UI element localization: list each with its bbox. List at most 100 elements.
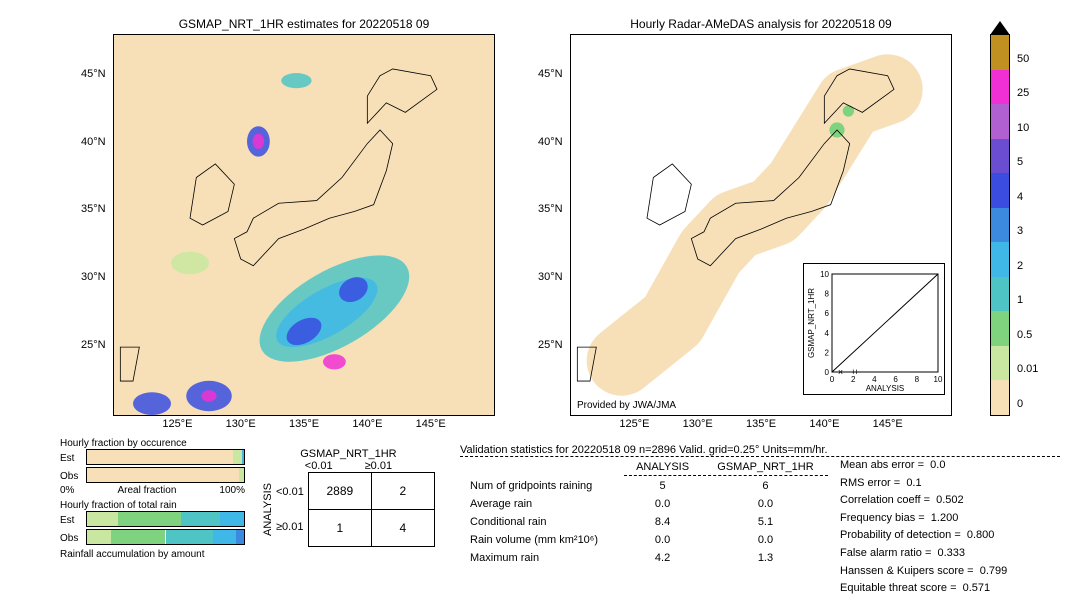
val-b: 0.0	[703, 496, 828, 512]
axis-100pct: 100%	[219, 485, 245, 496]
cont-row-0: <0.01	[276, 486, 304, 498]
val-col-a: ANALYSIS	[624, 459, 701, 476]
score-row: Probability of detection = 0.800	[840, 527, 1060, 545]
lon-tick: 145°E	[416, 418, 446, 430]
contingency-block: GSMAP_NRT_1HR <0.01 ≥0.01 ANALYSIS <0.01…	[262, 448, 435, 547]
lon-tick: 130°E	[683, 418, 713, 430]
val-b: 0.0	[703, 532, 828, 548]
lon-tick: 125°E	[162, 418, 192, 430]
lat-tick: 30°N	[81, 271, 106, 283]
svg-text:+: +	[854, 367, 859, 377]
val-a: 0.0	[624, 496, 701, 512]
attribution-label: Provided by JWA/JMA	[577, 400, 676, 411]
validation-title: Validation statistics for 20220518 09 n=…	[460, 444, 1060, 457]
val-a: 8.4	[624, 514, 701, 530]
lat-tick: 35°N	[81, 203, 106, 215]
svg-text:4: 4	[872, 375, 877, 384]
svg-text:ANALYSIS: ANALYSIS	[866, 384, 905, 393]
lon-tick: 140°E	[809, 418, 839, 430]
colorbar-label: 0.01	[1017, 363, 1038, 375]
cont-row-1: ≥0.01	[276, 521, 304, 533]
gsmap-map-panel: GSMAP_NRT_1HR estimates for 20220518 09	[113, 34, 495, 416]
val-label: Rain volume (mm km²10⁶)	[462, 532, 622, 548]
colorbar-label: 50	[1017, 53, 1029, 65]
val-col-b: GSMAP_NRT_1HR	[703, 459, 828, 476]
contingency-col-header: GSMAP_NRT_1HR	[262, 448, 435, 460]
svg-text:8: 8	[825, 290, 830, 299]
colorbar-label: 2	[1017, 260, 1023, 272]
cont-cell-00: 2889	[308, 473, 371, 510]
cont-cell-10: 1	[308, 510, 371, 547]
lon-tick: 130°E	[226, 418, 256, 430]
svg-text:4: 4	[825, 329, 830, 338]
occ-title: Hourly fraction by occurence	[60, 438, 245, 449]
fraction-bars-block: Hourly fraction by occurence Est Obs 0% …	[60, 438, 245, 560]
val-b: 1.3	[703, 550, 828, 566]
colorbar-label: 4	[1017, 191, 1023, 203]
colorbar-label: 10	[1017, 122, 1029, 134]
lat-tick: 30°N	[538, 271, 563, 283]
cont-col-0: <0.01	[305, 460, 333, 472]
lat-tick: 25°N	[81, 339, 106, 351]
est-label-1: Est	[60, 453, 82, 464]
svg-text:6: 6	[825, 309, 830, 318]
val-a: 0.0	[624, 532, 701, 548]
lon-tick: 145°E	[873, 418, 903, 430]
rain-title: Hourly fraction of total rain	[60, 500, 245, 511]
lat-tick: 40°N	[538, 136, 563, 148]
acc-title: Rainfall accumulation by amount	[60, 549, 245, 560]
colorbar-label: 0	[1017, 398, 1023, 410]
rain-est-bar	[86, 511, 245, 527]
gsmap-map-svg	[114, 35, 494, 415]
svg-text:0: 0	[825, 368, 830, 377]
svg-text:GSMAP_NRT_1HR: GSMAP_NRT_1HR	[807, 288, 816, 358]
lat-tick: 45°N	[81, 68, 106, 80]
svg-text:8: 8	[915, 375, 920, 384]
lon-tick: 125°E	[619, 418, 649, 430]
colorbar: 00.010.512345102550	[990, 34, 1010, 416]
est-label-2: Est	[60, 515, 82, 526]
val-label: Average rain	[462, 496, 622, 512]
lat-tick: 25°N	[538, 339, 563, 351]
scatter-inset: 00224466881010×++ANALYSISGSMAP_NRT_1HR	[803, 263, 945, 395]
val-a: 5	[624, 478, 701, 494]
obs-label-2: Obs	[60, 533, 82, 544]
validation-table: ANALYSIS GSMAP_NRT_1HR Num of gridpoints…	[460, 457, 830, 568]
colorbar-label: 0.5	[1017, 329, 1032, 341]
lat-tick: 40°N	[81, 136, 106, 148]
cont-cell-01: 2	[371, 473, 434, 510]
score-row: Equitable threat score = 0.571	[840, 580, 1060, 598]
colorbar-label: 1	[1017, 294, 1023, 306]
cont-cell-11: 4	[371, 510, 434, 547]
lon-tick: 140°E	[352, 418, 382, 430]
colorbar-overflow-icon	[990, 21, 1010, 35]
radar-map-title: Hourly Radar-AMeDAS analysis for 2022051…	[571, 17, 951, 31]
colorbar-label: 25	[1017, 87, 1029, 99]
gsmap-map-title: GSMAP_NRT_1HR estimates for 20220518 09	[114, 17, 494, 31]
lon-tick: 135°E	[746, 418, 776, 430]
cont-col-1: ≥0.01	[365, 460, 392, 472]
scatter-inset-svg: 00224466881010×++ANALYSISGSMAP_NRT_1HR	[804, 264, 944, 394]
colorbar-label: 3	[1017, 225, 1023, 237]
lon-tick: 135°E	[289, 418, 319, 430]
score-row: False alarm ratio = 0.333	[840, 545, 1060, 563]
obs-label-1: Obs	[60, 471, 82, 482]
svg-text:6: 6	[893, 375, 898, 384]
svg-text:10: 10	[934, 375, 943, 384]
val-a: 4.2	[624, 550, 701, 566]
occ-obs-bar	[86, 467, 245, 483]
axis-0pct: 0%	[60, 485, 74, 496]
axis-mid: Areal fraction	[117, 485, 176, 496]
svg-text:×: ×	[838, 367, 843, 377]
rain-obs-bar	[86, 529, 245, 545]
lat-tick: 35°N	[538, 203, 563, 215]
validation-block: Validation statistics for 20220518 09 n=…	[460, 444, 1060, 598]
radar-map-panel: Hourly Radar-AMeDAS analysis for 2022051…	[570, 34, 952, 416]
score-row: Mean abs error = 0.0	[840, 457, 1060, 475]
lat-tick: 45°N	[538, 68, 563, 80]
val-label: Num of gridpoints raining	[462, 478, 622, 494]
val-label: Conditional rain	[462, 514, 622, 530]
svg-text:10: 10	[820, 270, 829, 279]
svg-text:0: 0	[830, 375, 835, 384]
scores-list: Mean abs error = 0.0RMS error = 0.1Corre…	[830, 457, 1060, 598]
